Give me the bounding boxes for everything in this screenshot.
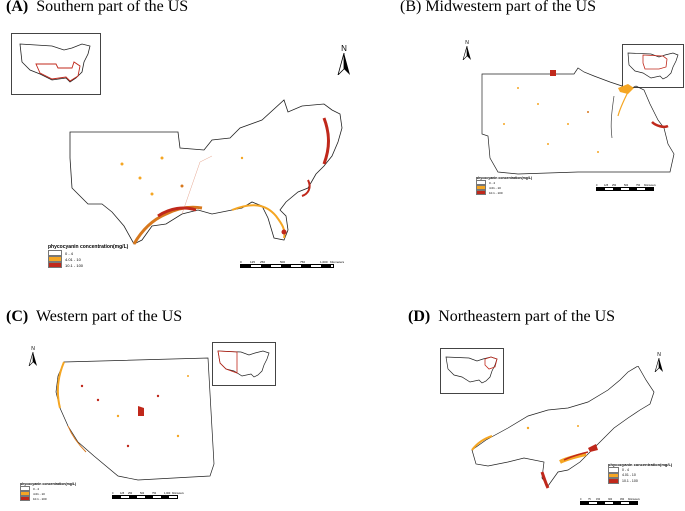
legend-southern: phycocyanin concentration(mg/L) 0 - 4 4.…: [48, 244, 128, 268]
north-label: N: [31, 346, 35, 352]
north-label: N: [341, 44, 347, 53]
north-arrow-icon: [337, 52, 350, 77]
legend-title: phycocyanin concentration(mg/L): [608, 462, 673, 467]
panel-title-southern: (A) Southern part of the US: [6, 0, 188, 16]
north-arrow-midwestern: N: [462, 40, 472, 65]
legend-swatch: [20, 491, 30, 496]
legend-item: 10.1 - 100: [608, 478, 672, 484]
legend-item: 4.01 - 10: [608, 472, 672, 478]
legend-item: 0 - 4: [608, 467, 672, 473]
legend-item: 0 - 4: [48, 250, 128, 256]
legend-item: 10.1 - 100: [20, 496, 76, 501]
legend-swatch: [476, 180, 486, 185]
us-locator-map: [19, 43, 91, 83]
legend-swatch: [48, 262, 62, 268]
midwestern-us-map: [481, 67, 675, 175]
legend-swatch: [476, 190, 486, 195]
panel-label-d: (D): [408, 308, 431, 325]
legend-western: phycocyanin concentration(mg/L) 0 - 4 4.…: [20, 482, 76, 501]
legend-swatch: [608, 478, 619, 484]
north-arrow-icon: [462, 45, 471, 62]
legend-item: 0 - 4: [476, 180, 532, 185]
panel-label-a: (A): [6, 0, 29, 15]
legend-title: phycocyanin concentration(mg/L): [48, 244, 129, 250]
north-arrow-northeastern: N: [654, 352, 664, 377]
legend-swatch: [476, 185, 486, 190]
legend-item: 10.1 - 100: [48, 262, 128, 268]
legend-swatch: [20, 486, 30, 491]
panel-title-text-a: Southern part of the US: [36, 0, 189, 15]
panel-title-text-b: Midwestern part of the US: [425, 0, 596, 15]
north-arrow-southern: N: [336, 44, 352, 80]
panel-title-text-c: Western part of the US: [35, 308, 183, 325]
legend-item: 4.01 - 10: [476, 185, 532, 190]
north-label: N: [465, 40, 469, 46]
legend-item: 10.1 - 100: [476, 190, 532, 195]
us-locator-inset-southern: [11, 33, 101, 95]
us-locator-inset-midwestern: [622, 44, 684, 88]
southern-us-map: [69, 99, 343, 245]
us-locator-map: [445, 356, 498, 384]
north-arrow-western: N: [28, 346, 38, 371]
legend-item: 4.01 - 10: [48, 256, 128, 262]
us-locator-map: [627, 52, 679, 80]
scalebar-northeastern: 0 75 150 300 450 Kilometers: [580, 498, 642, 505]
legend-item: 0 - 4: [20, 486, 76, 491]
scalebar-midwestern: 0 125 250 500 750 Kilometers: [596, 184, 658, 191]
scalebar-southern: 0 125 250 500 750 1,000 Kilometers: [240, 260, 348, 268]
us-locator-inset-northeastern: [440, 348, 504, 394]
legend-swatch: [20, 496, 30, 501]
legend-title: phycocyanin concentration(mg/L): [476, 176, 533, 180]
scalebar-western: 0 125 250 500 750 1,000 Kilometers: [112, 492, 186, 499]
legend-midwestern: phycocyanin concentration(mg/L) 0 - 4 4.…: [476, 176, 532, 195]
north-arrow-icon: [654, 357, 663, 374]
north-arrow-icon: [28, 351, 37, 368]
legend-title: phycocyanin concentration(mg/L): [20, 482, 77, 486]
panel-title-midwestern: (B) Midwestern part of the US: [400, 0, 596, 16]
panel-label-c: (C): [6, 308, 29, 325]
panel-title-text-d: Northeastern part of the US: [438, 308, 616, 325]
panel-title-western: (C) Western part of the US: [6, 308, 182, 326]
legend-swatch: [48, 256, 62, 262]
legend-northeastern: phycocyanin concentration(mg/L) 0 - 4 4.…: [608, 462, 672, 484]
northeastern-us-map: [471, 366, 655, 489]
legend-swatch: [608, 472, 619, 478]
legend-item: 4.01 - 10: [20, 491, 76, 496]
north-label: N: [657, 352, 661, 358]
legend-swatch: [608, 467, 619, 473]
us-locator-map: [217, 350, 270, 378]
panel-label-b: (B): [400, 0, 422, 15]
legend-swatch: [48, 250, 62, 256]
western-us-map: [55, 357, 215, 481]
us-locator-inset-western: [212, 342, 276, 386]
panel-title-northeastern: (D) Northeastern part of the US: [408, 308, 615, 326]
